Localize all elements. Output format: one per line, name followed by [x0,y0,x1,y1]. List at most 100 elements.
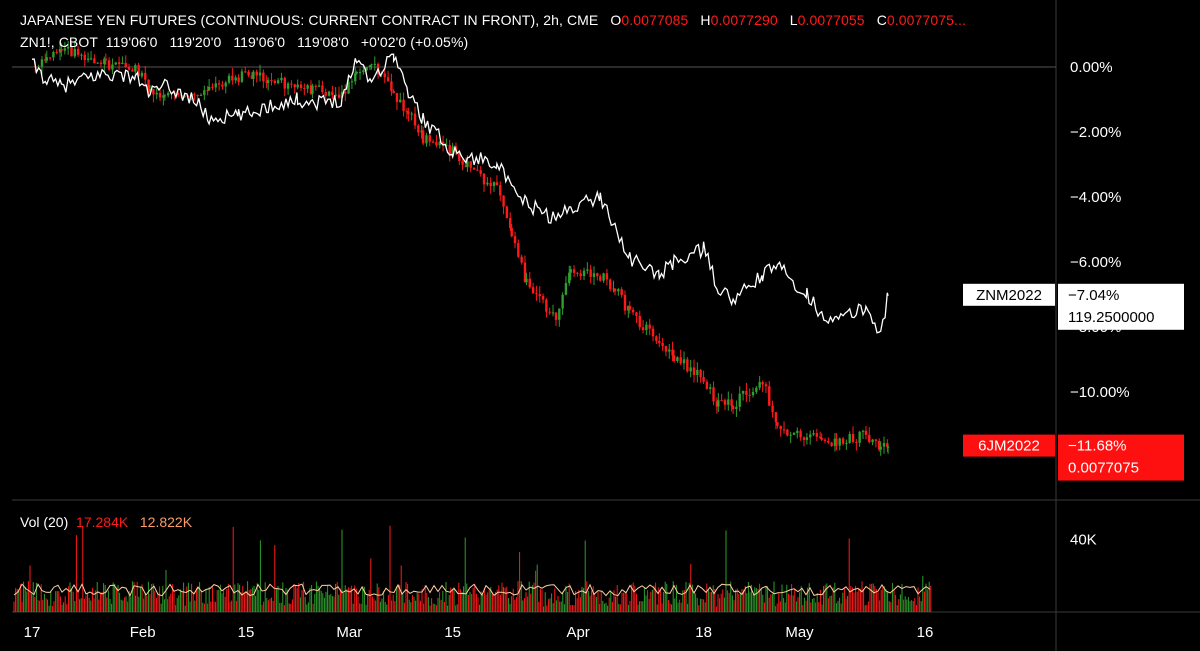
yen-candle-body [111,64,114,70]
yen-candle-body [558,308,561,320]
low-label: L [789,12,798,28]
y-tick-label: 0.00% [1070,59,1113,76]
yen-candle-body [609,279,612,290]
yen-candle-body [771,405,774,413]
yen-candle-body [48,57,52,59]
yen-candle-body [193,94,196,96]
yen-candle-body [63,48,67,51]
yen-candle-body [162,95,165,98]
yen-candle-body [661,342,664,347]
yen-candle-body [354,73,357,82]
yen-candle-body [93,58,96,64]
open-label: O [610,12,622,28]
yen-candle-body [495,182,499,186]
yen-candle-body [127,66,131,70]
yen-candle-body [802,437,806,440]
zn-tag-name-label: ZNM2022 [976,287,1042,304]
yen-candle-body [293,84,296,88]
yen-candle-body [402,99,405,111]
yen-tag-value-box [1058,434,1184,481]
yen-candle-body [183,95,186,97]
yen-candle-body [696,369,699,375]
yen-candle-body [340,91,344,98]
yen-candle-body [296,84,299,88]
yen-candle-body [671,349,674,356]
yen-candle-body [792,432,796,435]
yen-candle-body [745,390,748,395]
yen-candle-body [520,256,523,263]
yen-candle-body [70,46,73,57]
yen-candle-body [730,399,733,407]
yen-candle-body [252,71,255,79]
yen-candle-body [799,430,802,438]
yen-candle-body [83,54,86,60]
yen-candle-body [314,85,317,87]
yen-candle-body [564,283,568,295]
yen-candle-body [250,75,254,79]
yen-candle-body [572,269,576,273]
yen-candle-body [270,80,273,82]
yen-candle-body [247,71,250,76]
yen-candle-body [445,144,448,146]
yen-candle-body [835,438,838,446]
yen-candle-body [258,72,262,76]
yen-tag-pct-label: −11.68% [1068,438,1127,455]
yen-candle-body [748,394,751,396]
yen-candle-body [80,54,83,56]
yen-candle-body [878,440,881,450]
yen-candle-body [66,46,70,49]
yen-candle-body [196,94,199,96]
yen-candle-body [679,357,682,364]
yen-candle-body [37,66,40,68]
yen-candle-body [764,384,768,387]
yen-candle-body [476,169,479,171]
yen-candle-body [735,406,738,410]
yen-candle-body [227,75,231,83]
yen-candle-body [155,92,158,95]
yen-candle-body [692,367,696,375]
yen-candle-body [545,299,548,312]
yen-candle-body [420,130,423,133]
yen-candle-body [89,58,93,60]
yen-candle-body [86,58,90,60]
yen-candle-body [686,359,689,372]
yen-candle-body [134,65,137,72]
yen-candle-body [231,75,234,81]
yen-candle-body [720,400,723,402]
yen-candle-body [234,77,237,81]
yen-candle-body [58,48,62,53]
yen-candle-body [761,382,764,385]
yen-candle-body [395,93,399,102]
x-tick-label: 15 [444,624,461,641]
yen-candle-body [355,72,358,74]
yen-candle-body [523,262,527,283]
volume-legend: Vol (20) 17.284K 12.822K [20,514,192,530]
yen-candle-body [417,125,420,133]
x-tick-label: Mar [336,624,362,641]
yen-candle-body [815,433,819,437]
zn-tag-price-label: 119.2500000 [1068,309,1154,326]
x-tick-label: Apr [566,624,589,641]
y-tick-label: −10.00% [1070,384,1130,401]
yen-candle-body [392,91,395,94]
yen-candle-body [324,92,327,96]
yen-candle-body [548,311,551,313]
yen-candle-body [266,80,270,83]
yen-candle-body [631,309,635,313]
yen-candle-body [461,161,464,165]
yen-candle-body [55,52,58,54]
yen-candle-body [104,58,107,61]
yen-candle-body [851,433,855,443]
yen-candle-body [668,349,671,352]
yen-candle-body [886,443,889,447]
low-value: 0.0077055 [797,12,865,28]
yen-candle-body [602,273,605,281]
yen-candle-body [370,64,373,66]
yen-candle-body [531,287,535,294]
yen-candle-body [99,62,103,65]
yen-candle-body [635,312,638,316]
yen-candle-body [358,72,362,74]
yen-candle-body [317,85,321,87]
